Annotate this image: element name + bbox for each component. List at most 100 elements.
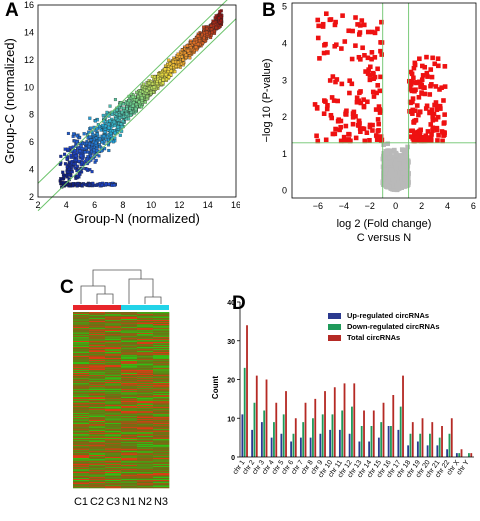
heatmap-cell xyxy=(153,347,170,349)
heatmap-cell xyxy=(121,479,138,481)
heatmap-cell xyxy=(105,364,122,366)
heatmap-cell xyxy=(137,334,154,336)
volcano-point-sig xyxy=(414,135,420,140)
heatmap-cell xyxy=(137,435,154,437)
heatmap-cell xyxy=(121,448,138,450)
heatmap-cell xyxy=(73,342,90,344)
heatmap-cell xyxy=(153,448,170,450)
scatter-point xyxy=(85,157,89,161)
heatmap-cell xyxy=(89,396,106,398)
heatmap-cell xyxy=(89,318,106,320)
heatmap-cell xyxy=(121,324,138,326)
heatmap-cell xyxy=(105,463,122,465)
heatmap-cell xyxy=(137,478,154,480)
heatmap-cell xyxy=(89,413,106,415)
heatmap-cell xyxy=(137,343,154,345)
bar-total xyxy=(372,410,375,457)
heatmap-cell xyxy=(89,414,106,416)
heatmap-cell xyxy=(153,352,170,354)
heatmap-cell xyxy=(73,338,90,340)
y-tick-label: 5 xyxy=(282,2,287,12)
heatmap-cell xyxy=(73,408,90,410)
volcano-points xyxy=(312,11,448,193)
scatter-point xyxy=(160,72,164,77)
scatter-point xyxy=(109,131,113,135)
scatter-point xyxy=(88,116,92,120)
heatmap-cell xyxy=(105,332,122,334)
heatmap-cell xyxy=(73,314,90,316)
heatmap-cell xyxy=(137,473,154,475)
heatmap-cell xyxy=(153,461,170,463)
heatmap-cells xyxy=(73,312,170,489)
heatmap-cell xyxy=(105,351,122,353)
heatmap-cell xyxy=(153,342,170,344)
heatmap-cell xyxy=(105,320,122,322)
heatmap-cell xyxy=(153,445,170,447)
heatmap-cell xyxy=(73,361,90,363)
heatmap-cell xyxy=(137,317,154,319)
heatmap-cell xyxy=(121,332,138,334)
heatmap-cell xyxy=(89,339,106,341)
heatmap-cell xyxy=(73,337,90,339)
volcano-point-sig xyxy=(427,92,433,97)
heatmap-cell xyxy=(89,366,106,368)
heatmap-cell xyxy=(89,411,106,413)
heatmap-cell xyxy=(137,390,154,392)
heatmap-cell xyxy=(137,445,154,447)
heatmap-cell xyxy=(73,435,90,437)
heatmap-cell xyxy=(89,403,106,405)
heatmap-cell xyxy=(137,457,154,459)
heatmap-cell xyxy=(153,467,170,469)
heatmap-cell xyxy=(121,319,138,321)
heatmap-cell xyxy=(137,468,154,470)
bar-total xyxy=(343,383,346,457)
bar-up xyxy=(416,441,419,457)
heatmap-cell xyxy=(137,471,154,473)
heatmap-cell xyxy=(89,391,106,393)
volcano-point-sig xyxy=(433,100,439,105)
heatmap-cell xyxy=(105,349,122,351)
scatter-point xyxy=(104,182,108,186)
heatmap-cell xyxy=(89,379,106,381)
heatmap-cell xyxy=(89,461,106,463)
bar-down xyxy=(341,410,344,457)
scatter-point xyxy=(219,18,223,23)
heatmap-cell xyxy=(153,365,170,367)
volcano-point-sig xyxy=(417,138,423,143)
heatmap-cell xyxy=(137,332,154,334)
heatmap-cell xyxy=(137,434,154,436)
scatter-point xyxy=(69,153,73,157)
heatmap-cell xyxy=(89,486,106,488)
heatmap-cell xyxy=(153,337,170,339)
scatter-point xyxy=(209,24,213,28)
volcano-point-sig xyxy=(315,17,321,23)
volcano-point-sig xyxy=(419,90,424,95)
scatter-point xyxy=(67,167,71,171)
heatmap-cell xyxy=(73,323,90,325)
heatmap-cell xyxy=(89,446,106,448)
volcano-point-ns xyxy=(397,180,403,186)
heatmap-cell xyxy=(121,392,138,394)
heatmap-cell xyxy=(89,341,106,343)
heatmap-cell xyxy=(89,426,106,428)
heatmap-cell xyxy=(121,451,138,453)
heatmap-cell xyxy=(73,329,90,331)
heatmap-cell xyxy=(121,407,138,409)
heatmap-cell xyxy=(153,440,170,442)
volcano-point-ns xyxy=(398,166,404,171)
scatter-point xyxy=(107,148,111,153)
scatter-point xyxy=(104,124,108,128)
heatmap-cell xyxy=(89,451,106,453)
heatmap-cell xyxy=(121,445,138,447)
volcano-point-sig xyxy=(439,85,444,90)
heatmap-cell xyxy=(73,332,90,334)
heatmap-cell xyxy=(121,352,138,354)
heatmap-cell xyxy=(137,380,154,382)
heatmap-cell xyxy=(73,356,90,358)
heatmap-cell xyxy=(105,353,122,355)
heatmap-cell xyxy=(121,381,138,383)
volcano-point-sig xyxy=(314,133,319,139)
heatmap-cell xyxy=(137,331,154,333)
bar-up xyxy=(455,453,458,457)
heatmap-cell xyxy=(137,408,154,410)
